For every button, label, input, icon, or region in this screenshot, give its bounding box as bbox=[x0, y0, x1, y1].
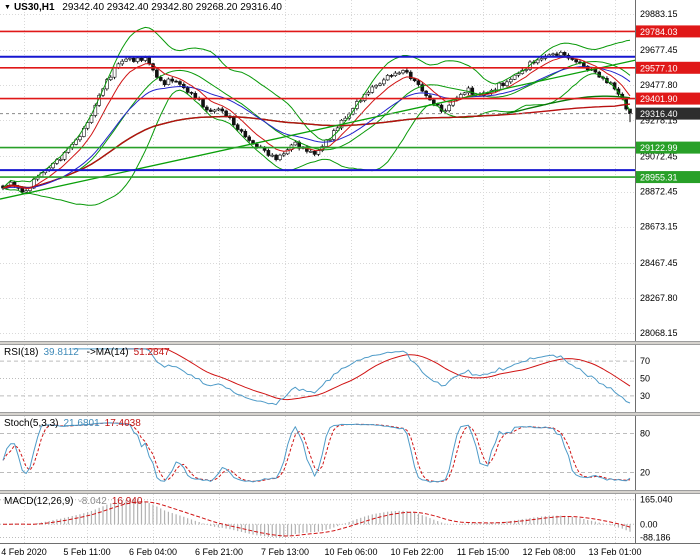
time-axis[interactable]: 4 Feb 2020 5 Feb 11:00 6 Feb 04:00 6 Feb 21… bbox=[0, 543, 700, 560]
level-price-box-label: 29122.99 bbox=[640, 143, 678, 153]
stoch-tick-label: 20 bbox=[640, 467, 650, 477]
price-tick-label: 29883.15 bbox=[640, 9, 678, 19]
price-tick-label: 29677.45 bbox=[640, 45, 678, 55]
rsi-ma-line bbox=[122, 348, 631, 401]
time-axis-label: 7 Feb 13:00 bbox=[260, 547, 310, 557]
macd-histogram bbox=[6, 499, 631, 538]
medium-ma-blue bbox=[2, 66, 631, 189]
slow-ma-red bbox=[2, 103, 631, 189]
price-tick-label: 28673.15 bbox=[640, 222, 678, 232]
rsi-panel: 70 50 30 RSI(18) 39.8112 ->MA(14) 51.2847 bbox=[0, 345, 700, 412]
price-tick-label: 28267.80 bbox=[640, 293, 678, 303]
macd-canvas[interactable]: 165.040 0.00 -88.186 bbox=[0, 494, 700, 543]
time-axis-label: 10 Feb 06:00 bbox=[324, 547, 378, 557]
price-tick-label: 28068.15 bbox=[640, 328, 678, 338]
stochastic-canvas[interactable]: 80 20 bbox=[0, 416, 700, 490]
macd-tick-label: -88.186 bbox=[640, 532, 671, 542]
macd-tick-label: 165.040 bbox=[640, 495, 673, 505]
time-axis-label: 13 Feb 01:00 bbox=[588, 547, 642, 557]
fast-ma-red bbox=[2, 56, 631, 189]
panel-splitter-2[interactable] bbox=[0, 412, 700, 416]
time-axis-label: 11 Feb 15:00 bbox=[456, 547, 510, 557]
stoch-main-line bbox=[2, 422, 631, 483]
stochastic-panel: 80 20 Stoch(5,3,3) 21.6801 17.4038 bbox=[0, 416, 700, 490]
price-tick-label: 29072.45 bbox=[640, 151, 678, 161]
bollinger-lower-band bbox=[2, 73, 631, 206]
panel-splitter-1[interactable] bbox=[0, 341, 700, 345]
price-chart-canvas[interactable]: 29883.15 29677.45 29477.80 29278.15 29072.45… bbox=[0, 0, 700, 341]
candles bbox=[1, 50, 632, 194]
time-axis-label: 6 Feb 21:00 bbox=[194, 547, 244, 557]
stoch-tick-label: 80 bbox=[640, 429, 650, 439]
level-price-box-label: 29784.03 bbox=[640, 27, 678, 37]
level-price-box-label: 28955.31 bbox=[640, 173, 678, 183]
bollinger-upper-band bbox=[2, 26, 631, 189]
level-price-box bbox=[636, 92, 700, 105]
rsi-tick-label: 50 bbox=[640, 374, 650, 384]
level-price-box bbox=[636, 61, 700, 74]
time-axis-label: 6 Feb 04:00 bbox=[128, 547, 178, 557]
rsi-tick-label: 70 bbox=[640, 356, 650, 366]
level-price-box bbox=[636, 141, 700, 154]
level-price-box-label: 29577.10 bbox=[640, 63, 678, 73]
rsi-canvas[interactable]: 70 50 30 bbox=[0, 345, 700, 412]
grid bbox=[24, 345, 616, 412]
bollinger-middle-band bbox=[2, 61, 631, 189]
panel-splitter-3[interactable] bbox=[0, 490, 700, 494]
time-axis-label: 4 Feb 2020 bbox=[1, 547, 47, 557]
price-tick-label: 28872.45 bbox=[640, 187, 678, 197]
current-price-box bbox=[636, 107, 700, 120]
support-trendline bbox=[0, 59, 636, 200]
macd-panel: 165.040 0.00 -88.186 MACD(12,26,9) -8.042 16… bbox=[0, 494, 700, 543]
level-price-box-label: 29401.90 bbox=[640, 94, 678, 104]
level-price-box bbox=[636, 171, 700, 184]
price-chart-panel: 29883.15 29677.45 29477.80 29278.15 29072.45… bbox=[0, 0, 700, 341]
time-axis-label: 12 Feb 08:00 bbox=[522, 547, 576, 557]
price-tick-label: 29477.80 bbox=[640, 80, 678, 90]
macd-tick-label: 0.00 bbox=[640, 519, 658, 529]
time-axis-label: 5 Feb 11:00 bbox=[63, 547, 111, 557]
time-axis-label: 10 Feb 22:00 bbox=[390, 547, 444, 557]
grid bbox=[24, 494, 616, 543]
rsi-line bbox=[72, 348, 631, 406]
rsi-tick-label: 30 bbox=[640, 391, 650, 401]
level-price-box bbox=[636, 25, 700, 38]
macd-signal-line bbox=[3, 501, 631, 537]
price-tick-label: 29278.15 bbox=[640, 115, 678, 125]
price-tick-label: 28467.45 bbox=[640, 258, 678, 268]
current-price-box-label: 29316.40 bbox=[640, 109, 678, 119]
